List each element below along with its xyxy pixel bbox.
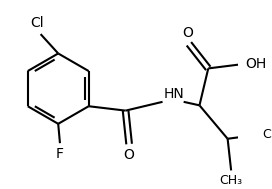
Text: HN: HN bbox=[163, 87, 184, 101]
Text: O: O bbox=[124, 148, 135, 162]
Text: Cl: Cl bbox=[30, 16, 44, 30]
Text: F: F bbox=[56, 147, 64, 161]
Text: O: O bbox=[183, 26, 193, 40]
Text: CH₃: CH₃ bbox=[262, 128, 272, 141]
Text: CH₃: CH₃ bbox=[220, 174, 243, 187]
Text: OH: OH bbox=[245, 57, 267, 71]
